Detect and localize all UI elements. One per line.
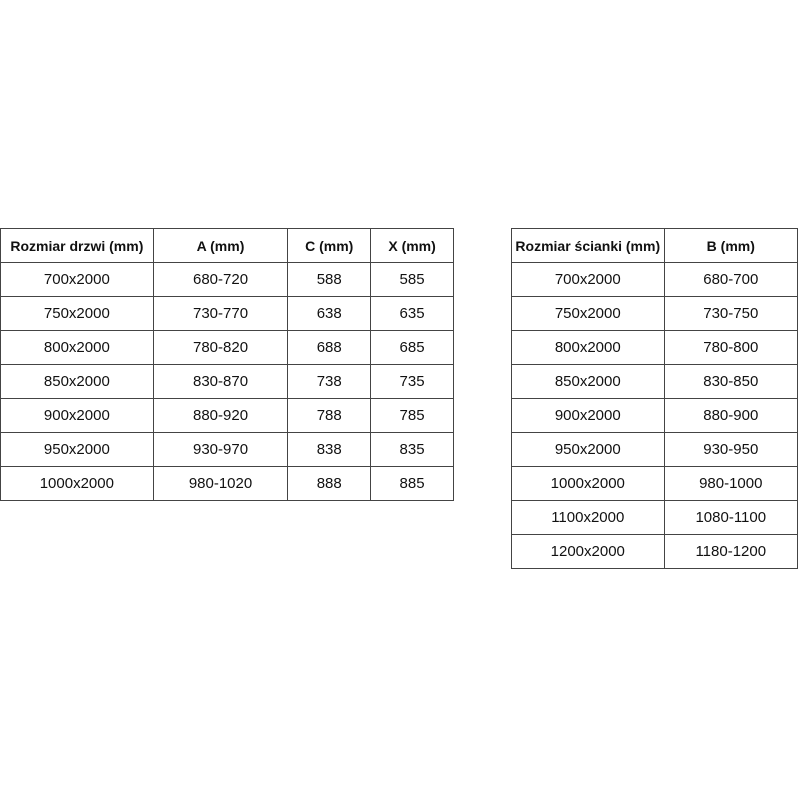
table-cell: 1100x2000 xyxy=(511,500,665,535)
table-cell: 1200x2000 xyxy=(511,534,665,569)
table-header: Rozmiar drzwi (mm) A (mm) C (mm) X (mm) xyxy=(0,228,454,263)
table-cell: 700x2000 xyxy=(511,262,665,297)
table-cell: 980-1020 xyxy=(152,466,289,501)
table-cell: 635 xyxy=(370,296,454,331)
table-cell: 950x2000 xyxy=(511,432,665,467)
table-cell: 588 xyxy=(287,262,372,297)
table-cell: 735 xyxy=(370,364,454,399)
table-cell: 888 xyxy=(287,466,372,501)
table-row: 700x2000 680-700 xyxy=(511,262,799,297)
table-cell: 730-750 xyxy=(663,296,799,331)
table-row: 900x2000 880-920 788 785 xyxy=(0,398,454,433)
table-row: 750x2000 730-770 638 635 xyxy=(0,296,454,331)
table-row: 700x2000 680-720 588 585 xyxy=(0,262,454,297)
table-row: 800x2000 780-800 xyxy=(511,330,799,365)
table-cell: 885 xyxy=(370,466,454,501)
wall-size-table: Rozmiar ścianki (mm) B (mm) 700x2000 680-7… xyxy=(511,228,799,569)
door-size-table: Rozmiar drzwi (mm) A (mm) C (mm) X (mm) 700… xyxy=(0,228,454,501)
table-row: 950x2000 930-950 xyxy=(511,432,799,467)
table-cell: 688 xyxy=(287,330,372,365)
table-row: 1200x2000 1180-1200 xyxy=(511,534,799,569)
table-cell: 850x2000 xyxy=(0,364,154,399)
table-cell: 1080-1100 xyxy=(663,500,799,535)
column-header: C (mm) xyxy=(287,228,372,263)
table-cell: 900x2000 xyxy=(511,398,665,433)
table-row: 900x2000 880-900 xyxy=(511,398,799,433)
table-cell: 750x2000 xyxy=(0,296,154,331)
column-header: A (mm) xyxy=(152,228,289,263)
table-cell: 900x2000 xyxy=(0,398,154,433)
table-cell: 950x2000 xyxy=(0,432,154,467)
table-cell: 838 xyxy=(287,432,372,467)
table-cell: 850x2000 xyxy=(511,364,665,399)
column-header: X (mm) xyxy=(370,228,454,263)
table-header: Rozmiar ścianki (mm) B (mm) xyxy=(511,228,799,263)
table-cell: 788 xyxy=(287,398,372,433)
table-cell: 750x2000 xyxy=(511,296,665,331)
table-cell: 880-900 xyxy=(663,398,799,433)
table-cell: 980-1000 xyxy=(663,466,799,501)
table-cell: 930-950 xyxy=(663,432,799,467)
table-cell: 930-970 xyxy=(152,432,289,467)
table-row: 850x2000 830-870 738 735 xyxy=(0,364,454,399)
table-cell: 680-720 xyxy=(152,262,289,297)
table-cell: 780-800 xyxy=(663,330,799,365)
table-cell: 730-770 xyxy=(152,296,289,331)
column-header: B (mm) xyxy=(663,228,799,263)
table-cell: 800x2000 xyxy=(0,330,154,365)
table-row: 950x2000 930-970 838 835 xyxy=(0,432,454,467)
table-cell: 680-700 xyxy=(663,262,799,297)
table-cell: 1180-1200 xyxy=(663,534,799,569)
table-cell: 1000x2000 xyxy=(511,466,665,501)
table-cell: 585 xyxy=(370,262,454,297)
table-cell: 738 xyxy=(287,364,372,399)
table-cell: 830-870 xyxy=(152,364,289,399)
table-cell: 880-920 xyxy=(152,398,289,433)
table-row: 1100x2000 1080-1100 xyxy=(511,500,799,535)
column-header: Rozmiar drzwi (mm) xyxy=(0,228,154,263)
table-cell: 780-820 xyxy=(152,330,289,365)
table-row: 750x2000 730-750 xyxy=(511,296,799,331)
table-row: 1000x2000 980-1020 888 885 xyxy=(0,466,454,501)
table-cell: 685 xyxy=(370,330,454,365)
column-header: Rozmiar ścianki (mm) xyxy=(511,228,665,263)
table-cell: 830-850 xyxy=(663,364,799,399)
table-cell: 800x2000 xyxy=(511,330,665,365)
table-row: 1000x2000 980-1000 xyxy=(511,466,799,501)
table-cell: 638 xyxy=(287,296,372,331)
table-row: 800x2000 780-820 688 685 xyxy=(0,330,454,365)
table-cell: 700x2000 xyxy=(0,262,154,297)
table-cell: 785 xyxy=(370,398,454,433)
table-cell: 835 xyxy=(370,432,454,467)
table-cell: 1000x2000 xyxy=(0,466,154,501)
table-row: 850x2000 830-850 xyxy=(511,364,799,399)
